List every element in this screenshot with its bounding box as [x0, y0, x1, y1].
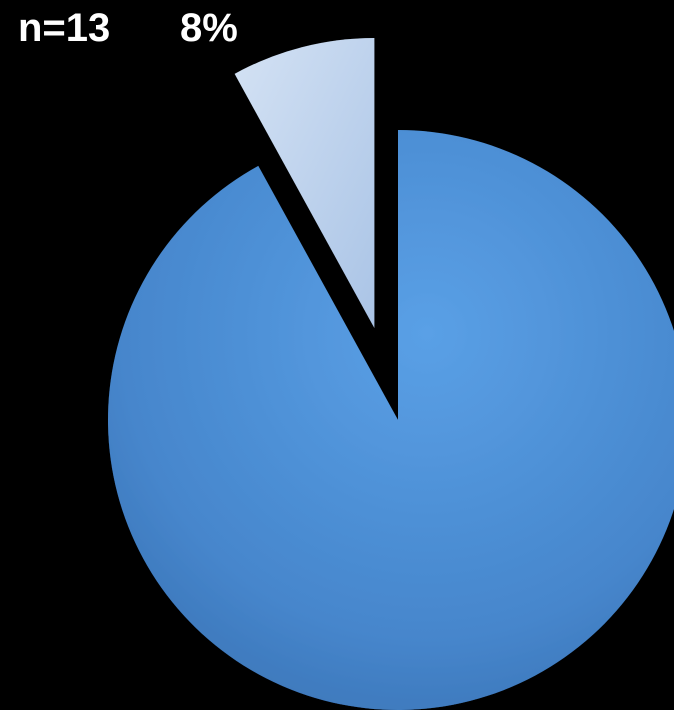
pie-slice-main — [107, 130, 674, 710]
pie-slice-exploded — [234, 37, 375, 328]
sample-size-label: n=13 — [18, 6, 111, 50]
slice-percent-label: 8% — [180, 6, 238, 50]
